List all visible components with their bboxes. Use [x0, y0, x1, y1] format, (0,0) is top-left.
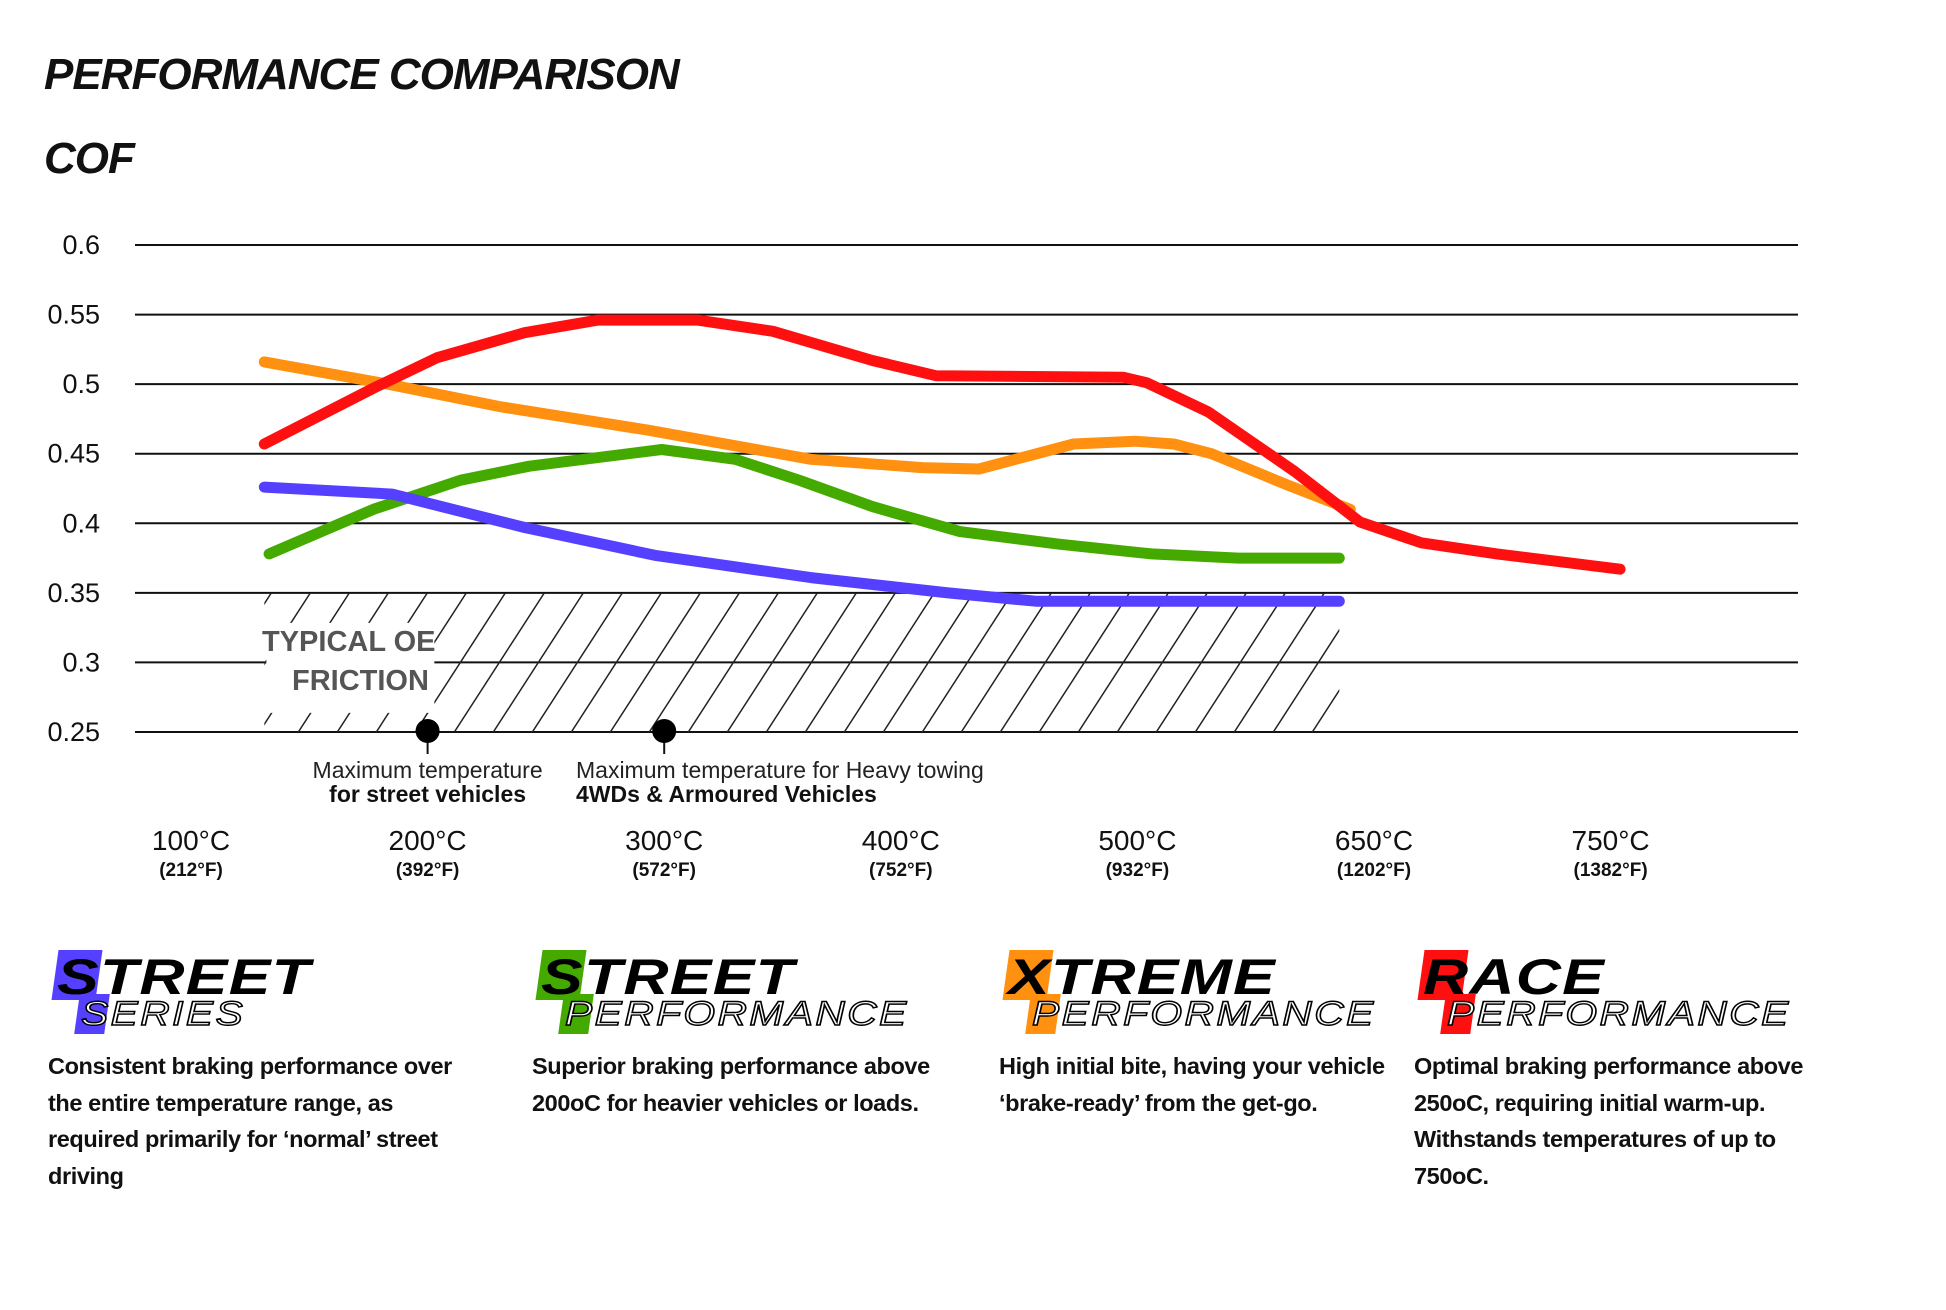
series-line-1 — [263, 444, 1345, 564]
shaded-label: TYPICAL OE — [262, 626, 436, 658]
hatch-line — [453, 592, 545, 732]
hatch-line — [804, 592, 896, 732]
hatch-line — [882, 592, 974, 732]
logo-sub-initial: P — [1031, 994, 1062, 1033]
hatch-line — [264, 592, 311, 666]
hatch-line — [726, 592, 818, 732]
x-tick-label: 200°C — [389, 825, 467, 856]
hatch-line — [1116, 592, 1208, 732]
page-title: PERFORMANCE COMPARISON — [44, 50, 680, 99]
logo-subtitle: PERFORMANCE — [564, 994, 909, 1034]
hatch-line — [570, 592, 662, 732]
logo-title-rest: TREME — [1050, 949, 1276, 1005]
hatch-line — [1038, 592, 1130, 732]
logo-title-rest: ACE — [1469, 949, 1606, 1005]
product-description: Consistent braking performance over the … — [48, 1053, 452, 1189]
x-tick-label: 100°C — [152, 825, 230, 856]
hatch-line — [1272, 628, 1340, 732]
logo-sub-rest: ERFORMANCE — [1476, 994, 1791, 1033]
annotation-marker — [652, 719, 677, 743]
annotation-line2: 4WDs & Armoured Vehicles — [576, 781, 877, 807]
logo-sub-initial: P — [564, 994, 595, 1033]
y-tick-label: 0.3 — [62, 647, 100, 677]
y-tick-label: 0.35 — [47, 578, 100, 608]
x-tick-sublabel: (1202°F) — [1337, 860, 1411, 881]
logo-title-rest: TREET — [583, 949, 796, 1005]
hatch-line — [609, 592, 701, 732]
product-description: Optimal braking performance above 250oC,… — [1414, 1053, 1804, 1189]
product-description: High initial bite, having your vehicle ‘… — [999, 1053, 1385, 1116]
hatch-line — [1077, 592, 1169, 732]
logo-title: STREET — [541, 948, 795, 1006]
y-tick-label: 0.25 — [47, 717, 100, 747]
product-description: Superior braking performance above 200oC… — [532, 1053, 930, 1116]
x-tick-label: 650°C — [1335, 825, 1413, 856]
hatch-line — [921, 592, 1013, 732]
annotation-line1: Maximum temperature — [313, 757, 543, 783]
logo-initial: S — [57, 949, 100, 1005]
cof-chart: 0.6 0.55 0.5 0.45 0.4 0.35 0.3 0.25 TYPICAL OE FR… — [47, 230, 1798, 881]
x-tick-label: 500°C — [1098, 825, 1176, 856]
logo-initial: S — [541, 949, 584, 1005]
hatch-line — [687, 592, 779, 732]
logo-initial: X — [1008, 949, 1051, 1005]
x-tick-label: 300°C — [625, 825, 703, 856]
logo-sub-initial: P — [1446, 994, 1477, 1033]
hatch-line — [1194, 592, 1286, 732]
y-tick-label: 0.6 — [62, 230, 100, 260]
annotation-line2: for street vehicles — [329, 781, 526, 807]
shaded-label: FRICTION — [292, 665, 429, 697]
x-tick-sublabel: (212°F) — [159, 860, 223, 881]
y-tick-label: 0.5 — [62, 369, 100, 399]
x-tick-label: 750°C — [1572, 825, 1650, 856]
logo-subtitle: SERIES — [80, 994, 246, 1034]
hatch-line — [1311, 688, 1340, 732]
logo-title-rest: TREET — [99, 949, 312, 1005]
y-tick-label: 0.45 — [47, 439, 100, 469]
hatch-line — [960, 592, 1052, 732]
hatch-line — [1233, 592, 1325, 732]
hatch-line — [648, 592, 740, 732]
logo-subtitle: PERFORMANCE — [1446, 994, 1791, 1034]
x-tick-sublabel: (572°F) — [632, 860, 696, 881]
logo-sub-initial: S — [80, 994, 111, 1033]
x-tick-sublabel: (932°F) — [1106, 860, 1170, 881]
logo-initial: R — [1423, 949, 1470, 1005]
series-line-3 — [258, 314, 1626, 575]
logo-title: RACE — [1423, 948, 1605, 1006]
x-tick-sublabel: (752°F) — [869, 860, 933, 881]
x-tick-sublabel: (392°F) — [396, 860, 460, 881]
series-line-0 — [258, 356, 1356, 515]
logo-title: STREET — [57, 948, 311, 1006]
hatch-region — [264, 592, 1340, 732]
x-tick-sublabel: (1382°F) — [1574, 860, 1648, 881]
series-line-2 — [258, 481, 1345, 607]
y-axis-title: COF — [44, 134, 135, 183]
x-tick-label: 400°C — [862, 825, 940, 856]
hatch-line — [531, 592, 623, 732]
hatch-line — [765, 592, 857, 732]
y-tick-label: 0.4 — [62, 508, 100, 538]
hatch-line — [492, 592, 584, 732]
logo-sub-rest: ERFORMANCE — [594, 994, 909, 1033]
hatch-label-bg — [266, 622, 435, 713]
hatch-line — [843, 592, 935, 732]
annotation-marker — [415, 719, 440, 743]
hatch-line — [999, 592, 1091, 732]
logo-title: XTREME — [1008, 948, 1276, 1006]
annotation-line1: Maximum temperature for Heavy towing — [576, 757, 984, 783]
y-tick-label: 0.55 — [47, 300, 100, 330]
hatch-line — [1155, 592, 1247, 732]
logo-sub-rest: ERIES — [110, 994, 246, 1033]
logo-subtitle: PERFORMANCE — [1031, 994, 1376, 1034]
logo-sub-rest: ERFORMANCE — [1061, 994, 1376, 1033]
